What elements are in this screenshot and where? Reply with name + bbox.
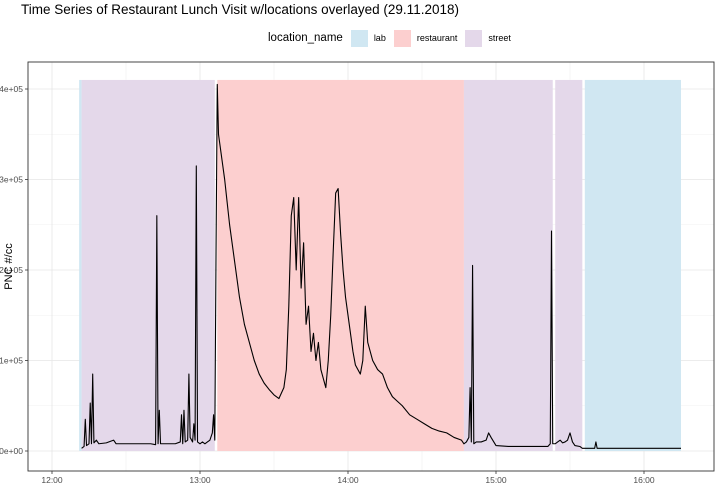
- legend-label-restaurant: restaurant: [416, 33, 458, 43]
- x-tick-label: 13:00: [189, 475, 211, 485]
- y-tick-label: 1e+05: [0, 356, 23, 366]
- plot-border: [27, 61, 715, 472]
- legend-key-restaurant: [393, 29, 411, 47]
- chart-title: Time Series of Restaurant Lunch Visit w/…: [21, 2, 459, 17]
- legend-key-lab: [350, 29, 368, 47]
- location-band-street: [463, 79, 553, 451]
- x-tick-label: 16:00: [633, 475, 655, 485]
- y-tick-label: 3e+05: [0, 175, 23, 185]
- legend-label-street: street: [488, 33, 511, 43]
- legend-label-lab: lab: [373, 33, 386, 43]
- legend-title: location_name: [268, 32, 343, 44]
- y-axis-title: PNC #/cc: [3, 243, 15, 290]
- location-band-lab: [79, 79, 82, 451]
- legend-key-street: [465, 29, 483, 47]
- location-band-street: [81, 79, 215, 451]
- location-band-street: [555, 79, 583, 451]
- x-tick-label: 12:00: [41, 475, 63, 485]
- legend: location_name lab restaurant street: [268, 28, 519, 48]
- legend-item-restaurant: restaurant: [393, 29, 458, 47]
- y-tick-label: 2e+05: [0, 265, 23, 275]
- legend-item-street: street: [465, 29, 511, 47]
- location-bands: [79, 79, 681, 451]
- y-tick-label: 4e+05: [0, 84, 23, 94]
- series-layer: [81, 83, 681, 449]
- series-line-0: [81, 83, 681, 449]
- legend-item-lab: lab: [350, 29, 386, 47]
- location-band-lab: [584, 79, 681, 451]
- x-tick-label: 14:00: [337, 475, 359, 485]
- y-tick-label: 0e+00: [0, 446, 23, 456]
- location-band-restaurant: [217, 79, 464, 451]
- axes: 0e+00 1e+05 2e+05 3e+05 4e+05 12:00 13:00 14:00…: [0, 61, 715, 485]
- x-tick-label: 15:00: [485, 475, 507, 485]
